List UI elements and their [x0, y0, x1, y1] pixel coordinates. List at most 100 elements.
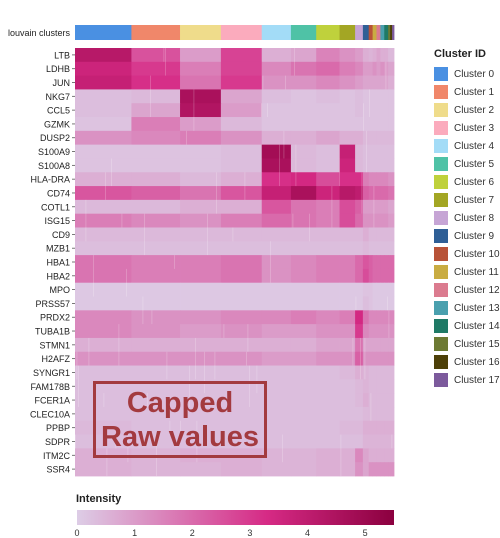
gene-label: FCER1A: [34, 396, 70, 406]
heat-cell: [372, 448, 377, 463]
heat-cell: [131, 255, 181, 270]
heat-cell: [180, 61, 222, 77]
heat-cell: [384, 103, 389, 118]
heat-cell: [180, 434, 222, 449]
heat-cell: [392, 324, 395, 339]
heat-cell: [261, 420, 292, 435]
heat-cell: [372, 393, 377, 408]
cluster-band-9: [362, 25, 370, 40]
heat-cell: [362, 103, 370, 118]
heat-cell: [388, 462, 391, 477]
heat-cell: [384, 310, 389, 325]
heat-cell: [339, 117, 356, 132]
heat-cell: [392, 420, 395, 435]
heat-cell: [180, 393, 222, 408]
heat-cell: [376, 227, 381, 242]
legend-swatch: [434, 157, 448, 171]
cell-texture: [166, 351, 168, 380]
heat-cell: [392, 351, 395, 366]
gene-label: TUBA1B: [35, 327, 70, 337]
cell-texture: [294, 48, 295, 76]
heat-cell: [355, 351, 364, 366]
cell-texture: [262, 75, 264, 90]
heat-cell: [316, 213, 340, 228]
heat-cell: [180, 186, 222, 201]
heat-cell: [180, 75, 222, 90]
heat-cell: [180, 462, 222, 477]
cell-texture: [261, 103, 262, 118]
cell-texture: [144, 213, 145, 256]
heat-cell: [368, 103, 374, 118]
cell-texture: [193, 89, 195, 131]
legend-item: Cluster 5: [434, 157, 494, 171]
heat-cell: [384, 241, 389, 256]
heat-cell: [316, 130, 340, 146]
legend-item: Cluster 2: [434, 103, 494, 117]
heat-cell: [376, 103, 381, 118]
heat-cell: [376, 393, 381, 408]
cell-texture: [118, 324, 120, 366]
heat-cell: [290, 393, 317, 408]
gene-label: ITM2C: [43, 451, 71, 461]
heat-cell: [376, 172, 381, 187]
heat-cell: [261, 379, 292, 394]
heat-cell: [362, 227, 370, 242]
heat-cell: [384, 186, 389, 201]
heat-cell: [390, 324, 393, 339]
colorbar-tick-label: 2: [190, 528, 195, 538]
heat-cell: [261, 117, 292, 132]
cluster-band-12: [376, 25, 381, 40]
heat-cell: [180, 48, 222, 63]
heat-cell: [362, 61, 370, 77]
heat-cell: [290, 420, 317, 435]
heat-cell: [355, 393, 364, 408]
heat-cell: [339, 130, 356, 146]
cell-texture: [352, 337, 354, 366]
gene-label: SYNGR1: [33, 368, 70, 378]
heat-cell: [220, 213, 263, 228]
heat-cell: [388, 158, 391, 173]
heat-cell: [362, 117, 370, 132]
heat-cell: [368, 255, 374, 270]
heat-cell: [220, 103, 263, 118]
gene-label: LTB: [54, 50, 70, 60]
heat-cell: [372, 379, 377, 394]
cell-texture: [121, 213, 123, 228]
heat-cell: [380, 227, 385, 242]
heat-cell: [380, 324, 385, 339]
heat-cell: [390, 448, 393, 463]
cell-texture: [270, 241, 271, 283]
heat-cell: [355, 103, 364, 118]
heat-cell: [392, 227, 395, 242]
heat-cell: [290, 351, 317, 366]
cell-texture: [232, 227, 234, 242]
heat-cell: [384, 213, 389, 228]
heat-cell: [75, 310, 132, 325]
heat-cell: [362, 172, 370, 187]
gene-label: ISG15: [44, 216, 70, 226]
heat-cell: [180, 310, 222, 325]
heat-cell: [261, 241, 292, 256]
heat-cell: [316, 393, 340, 408]
heat-cell: [388, 227, 391, 242]
heat-cell: [362, 186, 370, 201]
cell-texture: [165, 48, 166, 76]
gene-label: FAM178B: [30, 382, 70, 392]
heat-cell: [384, 282, 389, 297]
heat-cell: [362, 448, 370, 463]
cell-texture: [195, 337, 196, 380]
heat-cell: [180, 213, 222, 228]
heat-cell: [368, 144, 374, 159]
cluster-band-4: [261, 25, 292, 40]
heat-cell: [290, 379, 317, 394]
colorbar-tick-label: 1: [132, 528, 137, 538]
heat-cell: [180, 130, 222, 146]
legend-label: Cluster 15: [454, 338, 500, 350]
heat-cell: [220, 393, 263, 408]
heat-cell: [75, 434, 132, 449]
heat-cell: [180, 365, 222, 380]
heat-cell: [131, 48, 181, 63]
heat-cell: [388, 310, 391, 325]
heat-cell: [380, 213, 385, 228]
